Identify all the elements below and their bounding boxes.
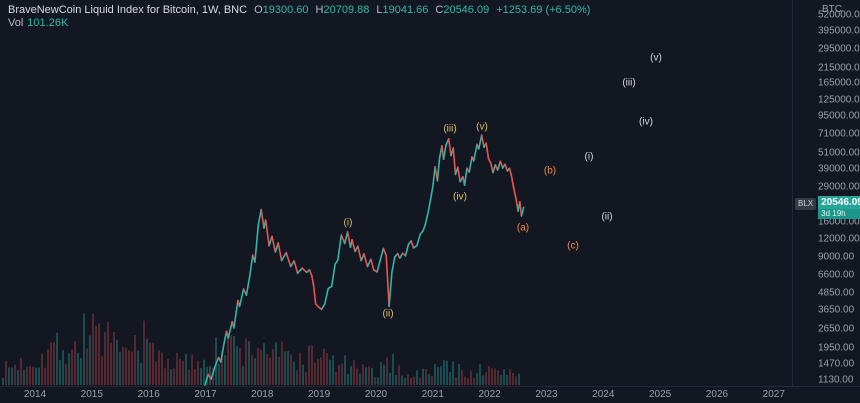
price-tick-label: 12000.00 <box>818 233 860 245</box>
last-price-badge: BLX 20546.09 3d 19h <box>793 196 860 220</box>
wave-label-yellow[interactable]: (ii) <box>382 308 394 320</box>
wave-label-white[interactable]: (iv) <box>639 116 653 128</box>
price-tick-label: 1130.00 <box>818 374 854 386</box>
price-tick-label: 9000.00 <box>818 251 855 262</box>
price-axis[interactable]: BTC 520000.00 395000.00 295000.00 215000.00… <box>793 0 860 386</box>
ohlc-value: 20709.88 <box>323 4 370 16</box>
time-tick-label: 2020 <box>364 389 388 400</box>
price-tick-label: 125000.00 <box>818 94 860 106</box>
price-tick-label: 4850.00 <box>818 287 855 299</box>
wave-label-white[interactable]: (i) <box>584 151 594 163</box>
time-tick-label: 2018 <box>251 389 274 400</box>
price-tick-label: 71000.00 <box>818 128 860 139</box>
ohlc-key: O <box>254 4 263 16</box>
price-tick-label: 395000.00 <box>818 25 860 37</box>
wave-label-yellow[interactable]: (v) <box>476 121 488 133</box>
price-change: +1253.69 (+6.50%) <box>496 4 591 16</box>
ohlc-key: C <box>435 4 444 16</box>
time-tick-label: 2022 <box>478 389 501 400</box>
time-tick-label: 2015 <box>80 389 103 400</box>
time-tick-label: 2014 <box>23 389 47 400</box>
wave-label-white[interactable]: (iii) <box>622 77 636 89</box>
time-tick-label: 2027 <box>762 389 785 400</box>
ohlc-values: O19300.60 H20709.88 L19041.66 C20546.09 <box>247 4 489 16</box>
time-tick-label: 2025 <box>648 389 672 400</box>
time-tick-label: 2017 <box>194 389 217 400</box>
price-axis-divider <box>792 0 793 386</box>
bar-countdown: 3d 19h <box>818 209 860 220</box>
time-tick-label: 2024 <box>592 389 615 400</box>
wave-label-yellow[interactable]: (iv) <box>453 191 467 203</box>
wave-label-orange[interactable]: (c) <box>567 240 579 252</box>
price-tick-label: 295000.00 <box>818 43 860 55</box>
ohlc-key: H <box>315 4 324 16</box>
ohlc-key: L <box>376 4 383 16</box>
price-tick-label: 165000.00 <box>818 77 860 89</box>
price-tick-label: 2650.00 <box>818 323 855 335</box>
time-tick-label: 2023 <box>535 389 558 400</box>
wave-label-yellow[interactable]: (i) <box>343 217 353 229</box>
symbol-title[interactable]: BraveNewCoin Liquid Index for Bitcoin, 1… <box>8 4 248 16</box>
wave-label-yellow[interactable]: (iii) <box>443 123 457 135</box>
time-axis[interactable]: 2014 2015 2016 2017 2018 2019 2020 2021 2022 2023… <box>0 387 860 403</box>
volume-bars <box>2 313 520 385</box>
price-tick-label: 29000.00 <box>818 181 860 193</box>
last-price-value: 20546.09 <box>818 196 860 210</box>
wave-label-white[interactable]: (v) <box>650 52 662 64</box>
volume-label[interactable]: Vol <box>8 17 24 29</box>
price-tick-label: 6600.00 <box>818 269 855 281</box>
time-tick-label: 2019 <box>307 389 331 400</box>
wave-label-white[interactable]: (ii) <box>601 211 613 223</box>
price-tick-label: 215000.00 <box>818 62 860 73</box>
price-tick-label: 1950.00 <box>818 342 855 353</box>
ohlc-value: 19041.66 <box>382 4 429 16</box>
price-tick-label: 16000.00 <box>818 216 860 228</box>
price-line <box>204 134 525 386</box>
time-tick-label: 2016 <box>137 389 160 400</box>
time-tick-label: 2021 <box>421 389 444 400</box>
price-tick-label: 39000.00 <box>818 163 860 175</box>
time-axis-divider <box>0 386 860 387</box>
wave-label-orange[interactable]: (b) <box>543 165 557 177</box>
time-tick-label: 2026 <box>705 389 729 400</box>
volume-value: 101.26K <box>27 17 69 29</box>
price-tick-label: 520000.00 <box>818 9 860 21</box>
wave-label-orange[interactable]: (a) <box>516 222 530 234</box>
price-tick-label: 51000.00 <box>818 147 860 159</box>
price-tick-label: 1470.00 <box>818 358 855 370</box>
ohlc-value: 19300.60 <box>262 4 309 16</box>
price-tick-label: 95000.00 <box>818 110 860 122</box>
ohlc-value: 20546.09 <box>443 4 490 16</box>
axis-currency-label: BTC <box>822 4 842 15</box>
series-symbol-chip[interactable]: BLX <box>795 198 817 211</box>
chart-legend: BraveNewCoin Liquid Index for Bitcoin, 1… <box>8 4 590 30</box>
price-tick-label: 3650.00 <box>818 304 855 316</box>
